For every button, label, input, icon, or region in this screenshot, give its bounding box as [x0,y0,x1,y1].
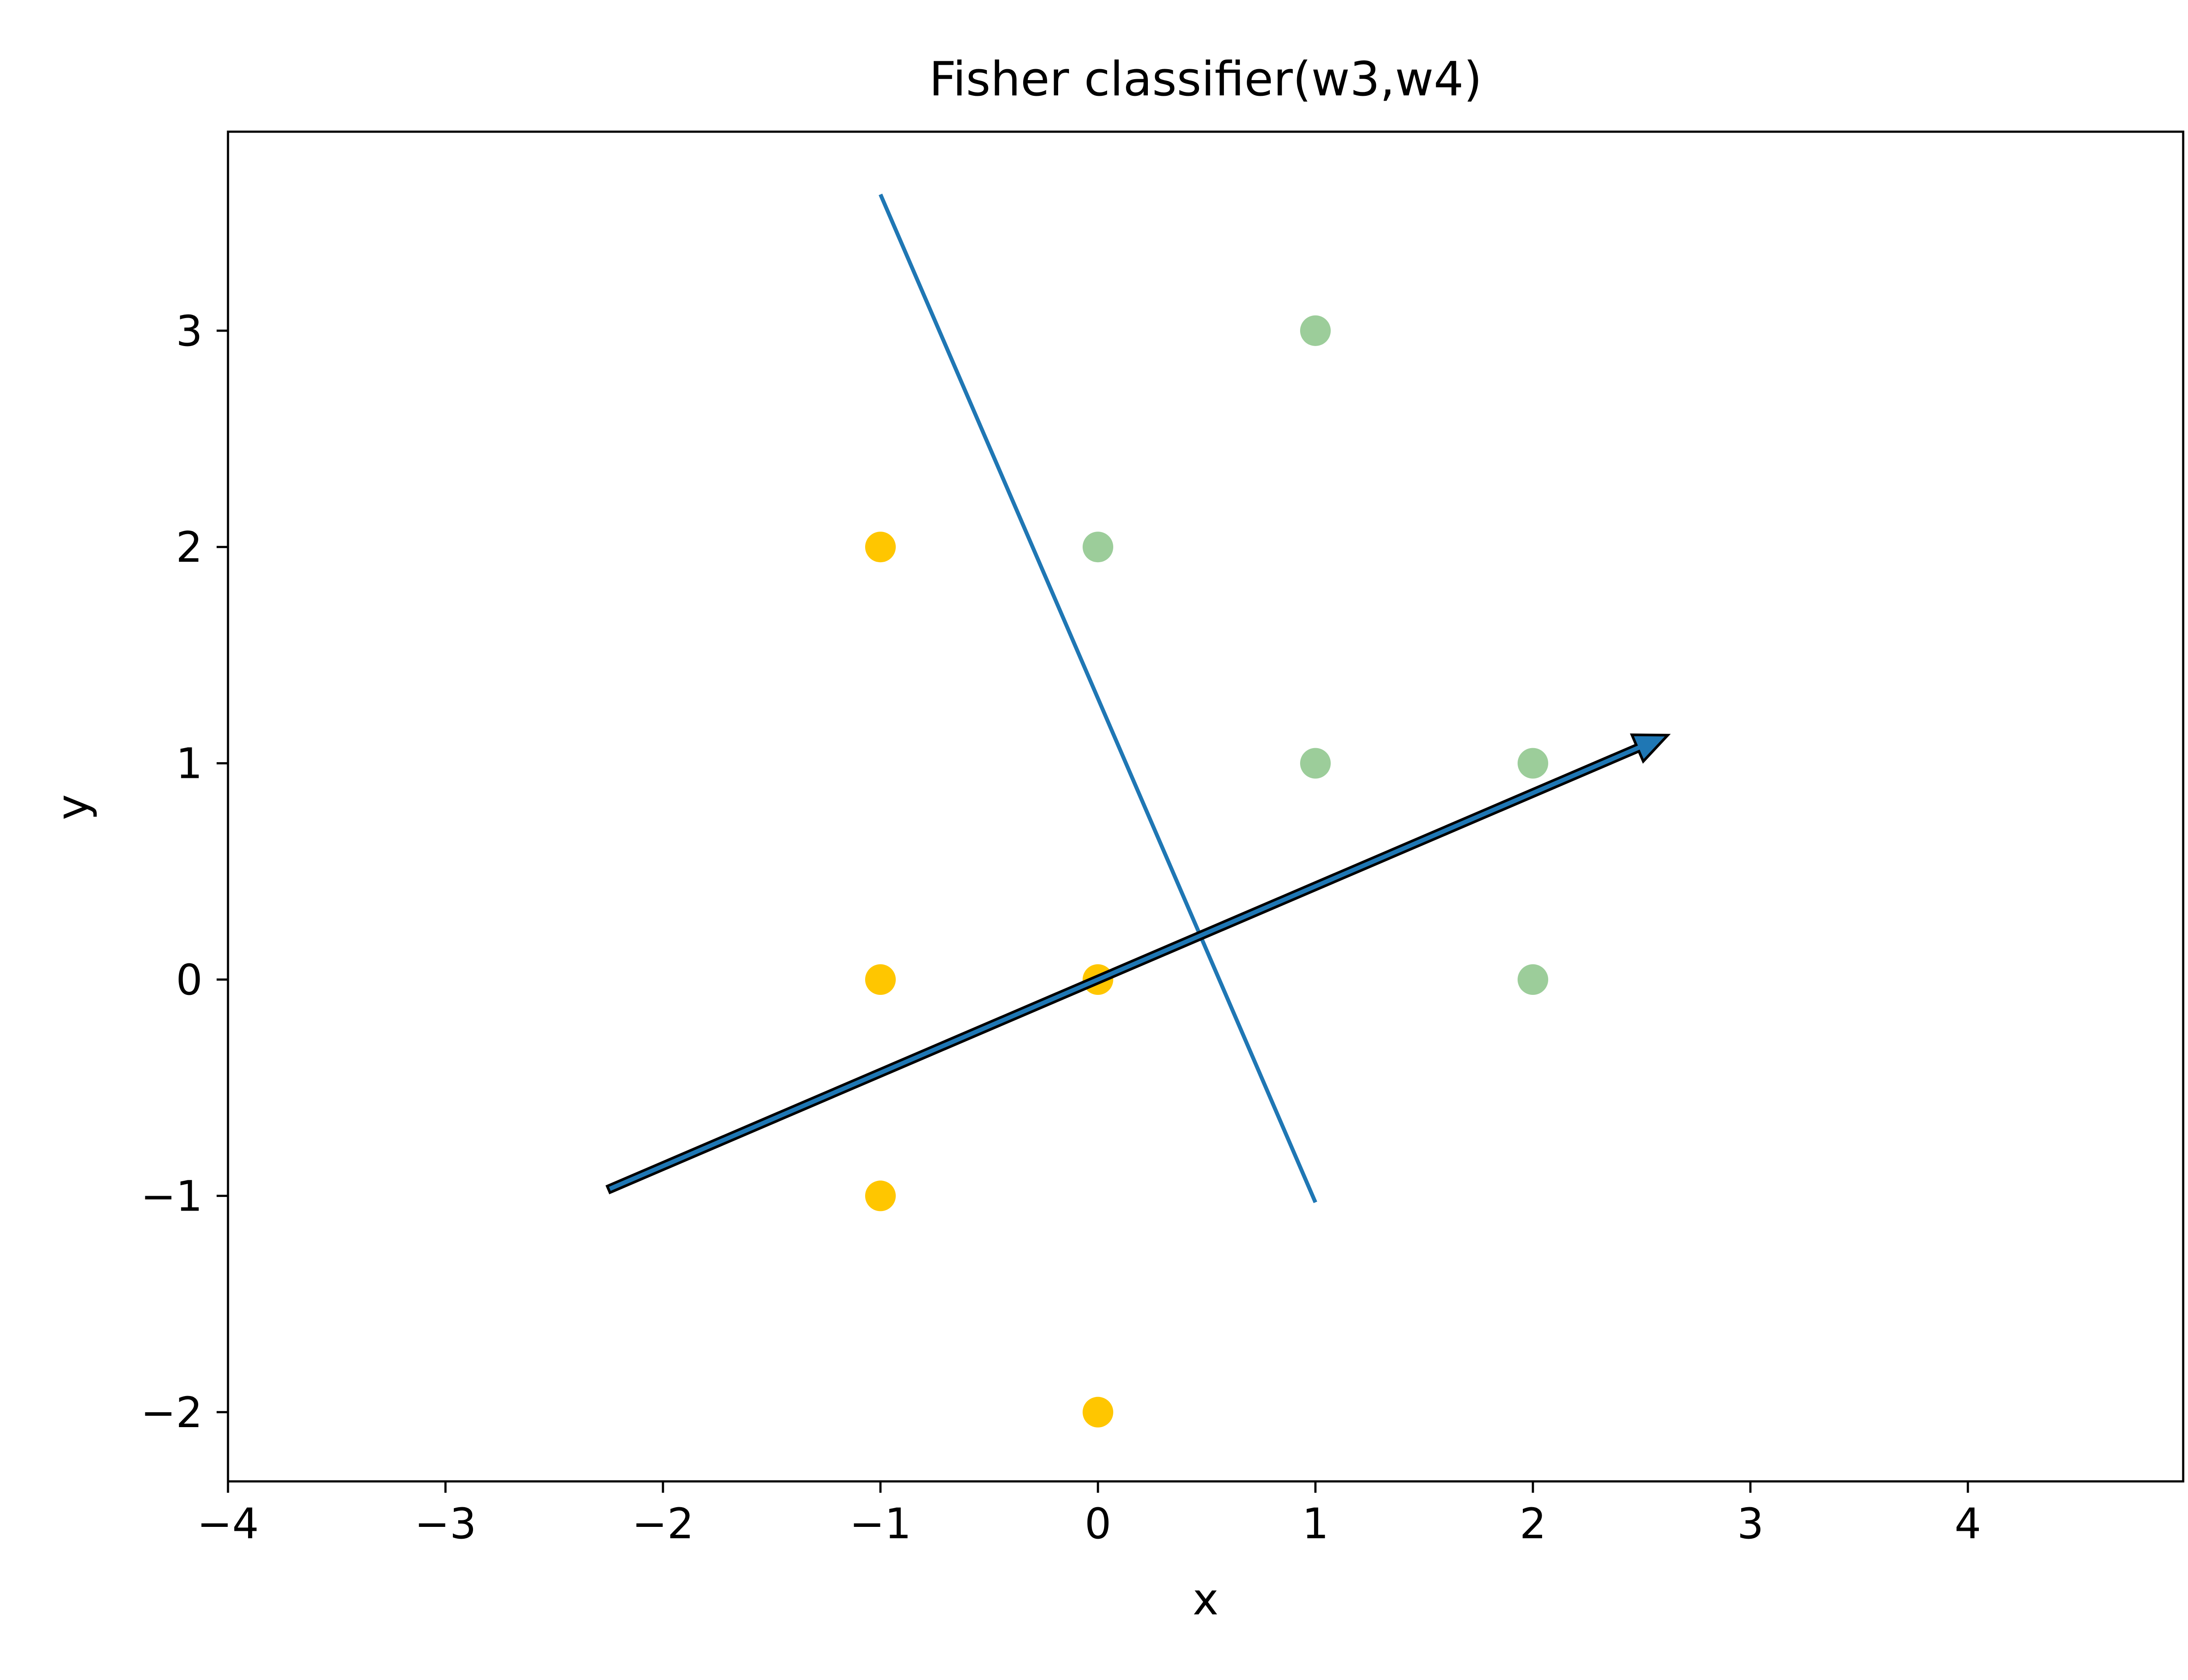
x-tick-label: 2 [1519,1499,1546,1548]
scatter-point-series-1 [865,532,896,563]
x-axis-ticks: −4 −3 −2 −1 0 1 2 3 4 [197,1481,1981,1548]
x-tick-label: 1 [1302,1499,1329,1548]
x-tick-label: 0 [1084,1499,1111,1548]
scatter-point-series-1 [865,964,896,995]
x-axis-label: x [1192,1574,1218,1625]
plot-frame [227,130,2184,1483]
scatter-point-series-2 [1517,964,1548,995]
x-tick-label: −4 [197,1499,259,1548]
y-tick-label: −1 [140,1172,203,1221]
y-tick-label: 0 [176,956,203,1004]
y-tick-label: 1 [176,739,203,788]
y-tick-label: −2 [140,1388,203,1437]
y-tick-label: 3 [176,307,203,356]
projection-arrow [605,733,1671,1194]
data-marks [605,193,1671,1428]
scatter-point-series-2 [1300,748,1331,779]
scatter-point-series-1 [1082,1396,1113,1428]
scatter-point-series-2 [1300,315,1331,346]
x-tick-label: 3 [1737,1499,1764,1548]
chart-title: Fisher classifier(w3,w4) [929,52,1482,107]
x-tick-label: 4 [1954,1499,1981,1548]
y-tick-label: 2 [176,523,203,572]
decision-boundary-line [878,193,1318,1204]
y-axis-label: y [47,794,98,820]
scatter-point-series-2 [1517,748,1548,779]
y-axis-ticks: −2 −1 0 1 2 3 [140,307,228,1437]
scatter-point-series-1 [865,1180,896,1211]
scatter-point-series-2 [1082,532,1113,563]
x-tick-label: −2 [632,1499,694,1548]
x-tick-label: −3 [414,1499,477,1548]
plot-area [227,130,2184,1483]
x-tick-label: −1 [849,1499,912,1548]
